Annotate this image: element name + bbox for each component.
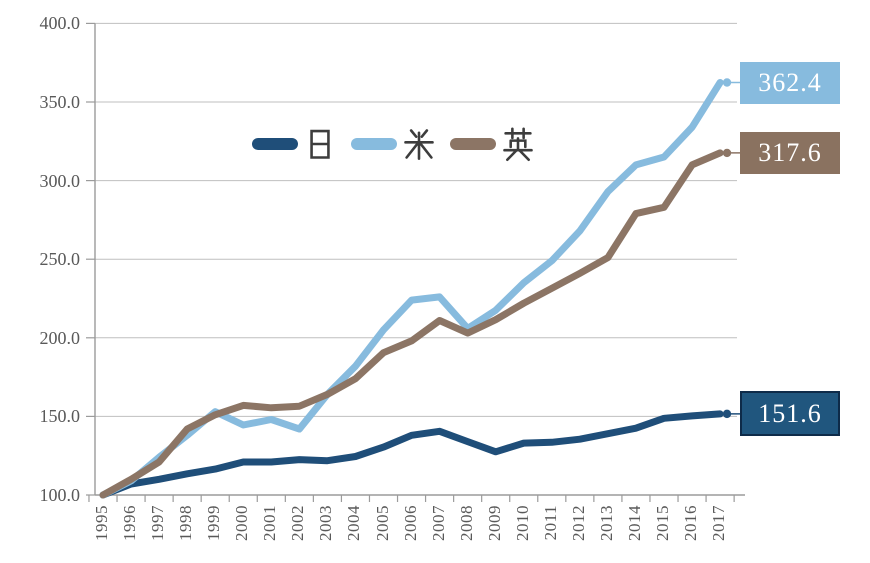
end-value-uk: 317.6 — [740, 131, 840, 174]
x-tick-label: 2013 — [596, 505, 616, 541]
x-tick-label: 2002 — [288, 505, 308, 541]
x-tick-label: 2007 — [428, 505, 448, 541]
x-tick-label: 1996 — [120, 505, 140, 541]
x-tick-label: 1995 — [92, 505, 111, 541]
x-tick-label: 2001 — [260, 505, 280, 541]
x-tick-label: 2006 — [400, 505, 420, 541]
chart-legend — [252, 126, 536, 162]
legend-label-japan-kanji — [310, 129, 330, 159]
x-tick-label: 2014 — [624, 505, 644, 541]
x-tick-label: 1997 — [148, 505, 168, 541]
legend-label-us-kanji — [404, 129, 434, 160]
x-tick-label: 2016 — [681, 505, 701, 541]
legend-swatch-japan — [252, 138, 298, 150]
legend-swatch-us — [351, 138, 397, 150]
x-tick-label: 1999 — [204, 505, 224, 541]
x-tick-label: 2009 — [484, 505, 504, 541]
x-tick-label: 2003 — [316, 505, 336, 541]
x-tick-label: 2010 — [512, 505, 532, 541]
x-tick-label: 1998 — [176, 505, 196, 541]
legend-item-uk — [450, 126, 536, 162]
x-tick-label: 2012 — [568, 505, 588, 541]
legend-item-us — [351, 126, 437, 162]
legend-swatch-uk — [450, 138, 496, 150]
y-tick-label: 350.0 — [39, 92, 81, 112]
y-tick-label: 400.0 — [39, 13, 81, 34]
leader-dot-us — [722, 78, 732, 87]
y-tick-label: 100.0 — [39, 485, 81, 505]
legend-label-uk-kanji — [503, 127, 533, 162]
x-tick-label: 2008 — [456, 505, 476, 541]
end-value-us: 362.4 — [740, 61, 840, 104]
x-tick-label: 2015 — [653, 505, 672, 541]
legend-item-japan — [252, 126, 338, 162]
leader-dot-uk — [722, 148, 732, 158]
y-tick-label: 250.0 — [39, 249, 81, 270]
y-tick-label: 300.0 — [39, 170, 81, 191]
x-tick-label: 2000 — [232, 505, 252, 541]
x-tick-label: 2017 — [709, 505, 729, 541]
end-value-japan: 151.6 — [740, 391, 840, 437]
x-tick-label: 2004 — [344, 505, 364, 541]
y-tick-label: 150.0 — [39, 406, 81, 427]
leader-dot-japan — [722, 409, 732, 419]
series-line-japan — [99, 410, 724, 499]
y-tick-label: 200.0 — [39, 327, 81, 348]
x-tick-label: 2011 — [540, 505, 560, 541]
x-tick-label: 2005 — [372, 505, 392, 541]
series-line-uk — [99, 149, 724, 499]
